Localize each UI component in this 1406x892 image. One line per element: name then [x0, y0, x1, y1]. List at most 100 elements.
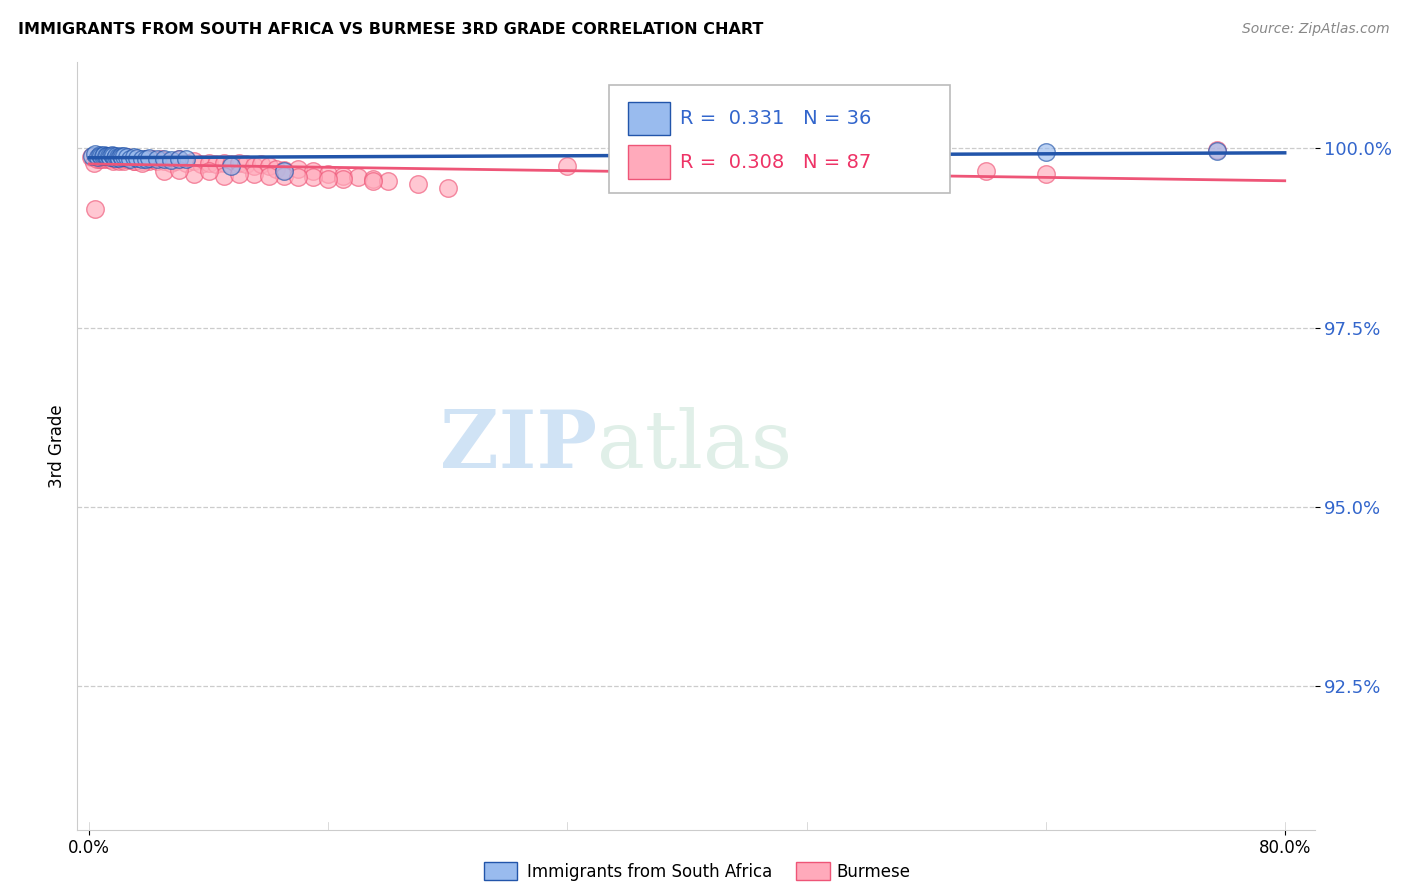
Point [83, 156, 105, 170]
Point [1206, 144, 1229, 158]
Point [96, 149, 118, 163]
Point [205, 157, 228, 171]
Point [100, 148, 122, 162]
FancyBboxPatch shape [628, 145, 671, 179]
Point [122, 154, 145, 169]
Point [153, 164, 176, 178]
Point [96, 153, 118, 167]
Point [557, 160, 579, 174]
Point [676, 164, 699, 178]
Point [167, 163, 190, 178]
Point [302, 164, 325, 178]
Point [183, 167, 205, 181]
Text: IMMIGRANTS FROM SOUTH AFRICA VS BURMESE 3RD GRADE CORRELATION CHART: IMMIGRANTS FROM SOUTH AFRICA VS BURMESE … [18, 22, 763, 37]
Point [160, 156, 183, 170]
Point [112, 154, 135, 169]
Point [111, 150, 134, 164]
Point [138, 154, 160, 169]
Point [287, 170, 309, 185]
Point [131, 154, 153, 169]
Point [219, 160, 242, 174]
Point [100, 148, 122, 162]
Point [98, 150, 121, 164]
Point [105, 150, 128, 164]
Point [97, 148, 120, 162]
Point [332, 171, 354, 186]
Point [89, 148, 111, 162]
Point [135, 153, 157, 167]
Point [118, 153, 141, 167]
Point [347, 170, 370, 185]
Text: atlas: atlas [598, 407, 792, 485]
Point [98, 153, 121, 167]
Point [91, 153, 114, 167]
Point [138, 151, 160, 165]
Point [131, 152, 153, 166]
Point [103, 154, 125, 169]
Point [318, 167, 340, 181]
Point [1206, 143, 1229, 157]
Point [332, 169, 354, 183]
Point [302, 170, 325, 185]
Point [107, 153, 129, 167]
Point [94, 148, 117, 162]
Point [616, 161, 638, 176]
Point [108, 154, 131, 169]
Point [242, 167, 264, 181]
Point [176, 153, 198, 167]
Text: Immigrants from South Africa: Immigrants from South Africa [527, 863, 772, 881]
Point [104, 153, 127, 167]
Point [153, 152, 176, 166]
Point [115, 153, 138, 167]
Point [127, 151, 149, 165]
Point [87, 150, 110, 164]
Point [89, 153, 111, 167]
Point [115, 150, 138, 164]
Point [406, 178, 429, 192]
Point [287, 161, 309, 176]
FancyBboxPatch shape [609, 86, 949, 193]
Point [111, 153, 134, 167]
Point [1035, 167, 1057, 181]
Point [103, 149, 125, 163]
Point [167, 153, 190, 167]
Point [131, 156, 153, 170]
Point [198, 156, 221, 170]
Point [198, 164, 221, 178]
Point [115, 150, 138, 164]
Point [94, 148, 117, 162]
Point [150, 153, 173, 167]
Point [176, 156, 198, 170]
FancyBboxPatch shape [796, 862, 830, 880]
Point [112, 149, 135, 163]
Point [122, 154, 145, 169]
Point [235, 157, 257, 171]
Point [318, 171, 340, 186]
Point [273, 163, 295, 178]
Text: R =  0.308   N = 87: R = 0.308 N = 87 [681, 153, 872, 171]
Point [110, 148, 132, 162]
Text: ZIP: ZIP [440, 407, 598, 485]
Point [160, 153, 183, 167]
Point [257, 160, 280, 174]
Point [86, 153, 108, 167]
Point [212, 169, 235, 183]
FancyBboxPatch shape [628, 102, 671, 136]
Point [110, 153, 132, 167]
Point [264, 161, 287, 176]
Point [91, 149, 114, 163]
Point [361, 174, 384, 188]
Point [153, 154, 176, 169]
Point [97, 150, 120, 164]
Text: Source: ZipAtlas.com: Source: ZipAtlas.com [1241, 22, 1389, 37]
Point [228, 156, 250, 170]
Point [190, 157, 212, 171]
Point [108, 151, 131, 165]
Point [796, 169, 818, 183]
Point [84, 202, 107, 217]
Point [219, 157, 242, 171]
Point [257, 169, 280, 183]
Point [82, 148, 104, 162]
Text: R =  0.331   N = 36: R = 0.331 N = 36 [681, 109, 872, 128]
Point [118, 152, 141, 166]
